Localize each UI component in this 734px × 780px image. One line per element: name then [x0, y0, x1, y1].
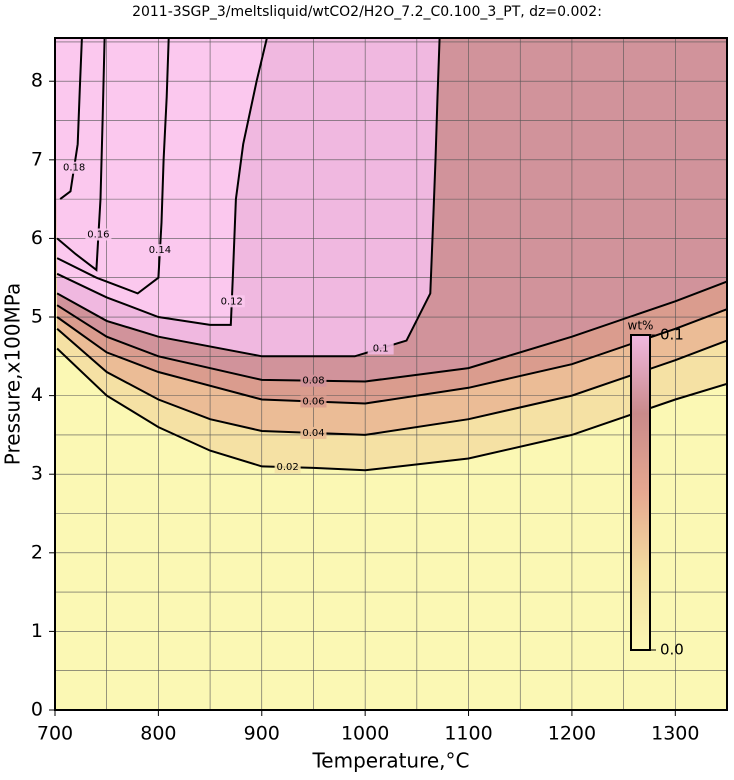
colorbar-title: wt% — [628, 319, 654, 333]
contour-label-bg — [146, 244, 173, 257]
contour-label: 0.16 — [87, 229, 109, 240]
y-tick-label: 2 — [31, 541, 43, 563]
y-tick-label: 1 — [31, 620, 43, 642]
y-tick-label: 0 — [31, 699, 43, 721]
contour-label-bg — [300, 426, 327, 439]
x-tick-label: 1300 — [651, 723, 699, 745]
contour-label-bg — [300, 374, 327, 387]
y-tick-label: 8 — [31, 70, 43, 92]
contour-label: 0.06 — [302, 397, 324, 408]
contour-label: 0.18 — [63, 163, 85, 174]
contour-label: 0.02 — [276, 462, 298, 473]
x-tick-label: 1200 — [548, 723, 596, 745]
y-axis-title: Pressure,x100MPa — [1, 283, 25, 465]
contour-label-bg — [85, 228, 112, 241]
grid — [54, 38, 727, 711]
contour-line — [56, 347, 727, 472]
plot-frame — [54, 37, 728, 711]
colorbar-scale — [630, 334, 651, 651]
y-tick-label: 3 — [31, 463, 43, 485]
colorbar-tick-label: 0.1 — [660, 326, 684, 344]
contour-lines: 0.02 0.04 0.06 0.08 0.1 0.12 0.14 0.16 0.18 — [56, 38, 727, 474]
contour-line — [59, 38, 83, 200]
contour-label: 0.14 — [149, 245, 171, 256]
contour-label-bg — [218, 295, 245, 308]
chart-title: 2011-3SGP_3/meltsliquid/wtCO2/H2O_7.2_C0… — [132, 4, 602, 20]
contour-fills — [55, 38, 727, 710]
contour-line — [56, 280, 727, 383]
axes: 700 800 900 1000 1100 1200 1300 0 1 2 3 4 5 6 7 8 — [31, 37, 728, 745]
y-tick-label: 5 — [31, 306, 43, 328]
y-tick-label: 6 — [31, 227, 43, 249]
contour-label: 0.08 — [302, 376, 324, 387]
x-tick-label: 1000 — [341, 723, 389, 745]
contour-label: 0.1 — [373, 343, 389, 354]
contour-line — [56, 38, 441, 358]
x-tick-label: 800 — [140, 723, 176, 745]
x-tick-label: 900 — [244, 723, 280, 745]
x-tick-label: 700 — [37, 723, 73, 745]
contour-label: 0.04 — [302, 428, 324, 439]
contour-label-bg — [367, 342, 394, 355]
contour-label-bg — [61, 161, 88, 174]
contour-label: 0.12 — [221, 296, 243, 307]
y-tick-label: 7 — [31, 148, 43, 170]
x-tick-label: 1100 — [444, 723, 492, 745]
colorbar-tick-label: 0.0 — [660, 641, 684, 659]
x-axis-title: Temperature,°C — [311, 749, 469, 773]
contour-label-bg — [300, 395, 327, 408]
contour-label-bg — [274, 461, 301, 474]
colorbar: wt% 0.0 0.1 — [628, 319, 684, 659]
y-tick-label: 4 — [31, 384, 43, 406]
